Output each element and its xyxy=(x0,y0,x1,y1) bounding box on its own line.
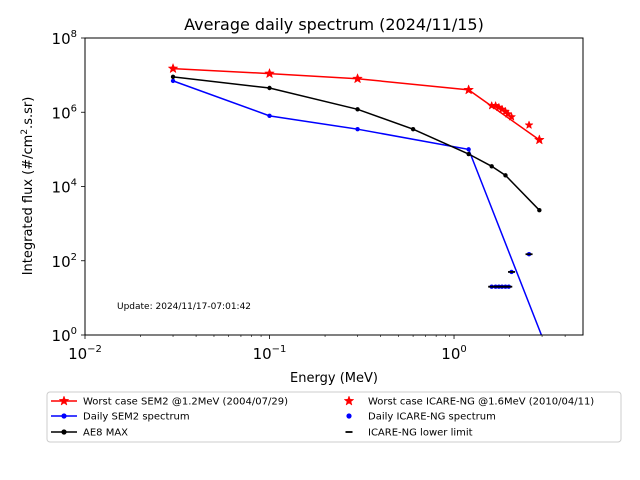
series xyxy=(170,78,544,335)
series-layer xyxy=(167,62,545,335)
data-point-dot xyxy=(170,74,176,80)
y-tick-label-exp: 6 xyxy=(71,103,77,114)
legend-label: AE8 MAX xyxy=(83,428,128,439)
x-tick-label-base: 10 xyxy=(441,345,460,363)
data-point-dot xyxy=(170,78,176,84)
data-point-dot xyxy=(61,413,67,419)
y-tick-label-base: 10 xyxy=(52,327,71,345)
data-point-star xyxy=(533,134,545,145)
y-tick-label-exp: 0 xyxy=(71,326,77,337)
data-point-star xyxy=(343,395,355,406)
x-tick-label-base: 10 xyxy=(253,345,272,363)
legend-label: Worst case SEM2 @1.2MeV (2004/07/29) xyxy=(83,397,288,408)
y-tick-label-base: 10 xyxy=(52,179,71,197)
data-point-star xyxy=(352,73,363,84)
data-point-star xyxy=(264,67,275,79)
data-point-star xyxy=(524,120,534,130)
data-point-dot xyxy=(346,413,352,419)
x-tick-label: 10−1 xyxy=(253,344,287,363)
y-tick-label: 100 xyxy=(52,326,77,345)
y-tick-label-exp: 4 xyxy=(71,178,77,189)
series-line xyxy=(172,76,540,211)
legend-frame xyxy=(46,391,622,443)
legend-label: Worst case ICARE-NG @1.6MeV (2010/04/11) xyxy=(368,397,594,408)
y-axis-label-part: .s.sr) xyxy=(21,97,36,129)
data-point-dot xyxy=(466,147,471,152)
data-point-dot xyxy=(355,107,360,112)
data-point-dot xyxy=(503,173,508,178)
legend-label: Daily SEM2 spectrum xyxy=(83,412,190,423)
y-tick-label: 104 xyxy=(52,178,77,197)
data-point-star xyxy=(463,84,475,95)
y-tick-label: 106 xyxy=(52,103,77,122)
y-axis-label-part: Integrated flux (#/cm xyxy=(21,135,36,276)
data-point-dot xyxy=(267,85,272,91)
y-axis-label-sup: 2 xyxy=(20,129,30,135)
data-point-dot xyxy=(61,429,67,435)
y-tick-label-exp: 8 xyxy=(71,29,77,40)
chart-title: Average daily spectrum (2024/11/15) xyxy=(184,15,484,34)
data-point-dot xyxy=(489,164,494,169)
update-annotation: Update: 2024/11/17-07:01:42 xyxy=(117,302,251,312)
y-tick-label-exp: 2 xyxy=(71,252,77,263)
x-tick-label-exp: 0 xyxy=(460,344,466,355)
data-point-star xyxy=(58,395,70,406)
legend-label: Daily ICARE-NG spectrum xyxy=(368,412,496,423)
y-tick-label-base: 10 xyxy=(52,253,71,271)
x-tick-label-exp: −2 xyxy=(87,344,102,355)
data-point-dot xyxy=(537,207,542,213)
y-tick-label: 102 xyxy=(52,252,77,271)
data-point-dot xyxy=(355,126,360,132)
data-point-dot xyxy=(410,126,416,132)
data-point-dot xyxy=(267,113,272,119)
legend-label: ICARE-NG lower limit xyxy=(368,428,473,439)
series xyxy=(487,100,534,130)
legend: Worst case SEM2 @1.2MeV (2004/07/29) Wors… xyxy=(46,391,622,443)
series xyxy=(170,74,542,213)
x-tick-label-exp: −1 xyxy=(272,344,287,355)
y-axis-label: Integrated flux (#/cm2.s.sr) xyxy=(20,97,36,276)
x-axis-label: Energy (MeV) xyxy=(290,371,378,386)
x-tick-label-base: 10 xyxy=(68,345,87,363)
series xyxy=(488,253,533,288)
data-point-star xyxy=(167,62,179,74)
data-point-dot xyxy=(466,151,471,157)
y-tick-label-base: 10 xyxy=(52,104,71,122)
y-tick-label: 108 xyxy=(52,29,77,48)
x-axis: 10−2 10−1 100 xyxy=(68,335,566,363)
data-point-star xyxy=(506,111,517,121)
y-tick-label-base: 10 xyxy=(52,30,71,48)
x-tick-label: 100 xyxy=(441,344,466,363)
x-tick-label: 10−2 xyxy=(68,344,102,363)
